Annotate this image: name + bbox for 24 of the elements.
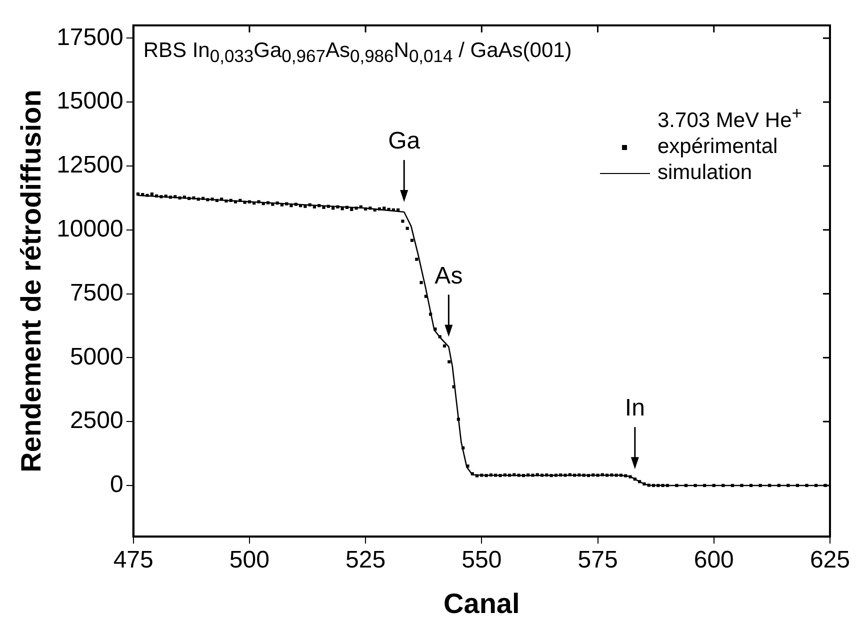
x-tick-label: 600 xyxy=(694,546,734,574)
x-tick-label: 475 xyxy=(113,546,154,574)
x-tick-label: 550 xyxy=(462,546,502,574)
x-tick-label: 525 xyxy=(346,546,386,574)
y-tick-label: 10000 xyxy=(56,216,124,243)
annotation: Ga xyxy=(388,128,421,155)
chart-title: RBS In$_{0,033}$Ga$_{0,967}$As$_{0,986}$N$_{0,014}$ / GaAs(001) xyxy=(143,39,572,67)
y-tick-label: 15000 xyxy=(56,88,124,115)
legend-title: 3.703 MeV He$^{+}$ xyxy=(658,102,802,134)
y-tick-label: 7500 xyxy=(70,279,124,306)
y-axis-title: Rendement de rétrodiffusion xyxy=(16,90,47,472)
x-tick-label: 575 xyxy=(578,546,618,574)
annotation: In xyxy=(624,394,645,422)
y-tick-label: 5000 xyxy=(70,343,124,370)
y-tick-label: 17500 xyxy=(56,24,124,51)
y-tick-label: 2500 xyxy=(70,407,124,434)
y-tick-label: 12500 xyxy=(56,152,124,179)
x-axis-title: Canal xyxy=(444,588,520,619)
x-tick-label: 500 xyxy=(229,546,270,574)
legend-label: expérimental xyxy=(658,134,778,160)
legend-label: simulation xyxy=(658,160,752,186)
annotation: As xyxy=(434,262,463,290)
x-tick-label: 625 xyxy=(810,546,850,574)
y-tick-label: 0 xyxy=(110,471,124,498)
